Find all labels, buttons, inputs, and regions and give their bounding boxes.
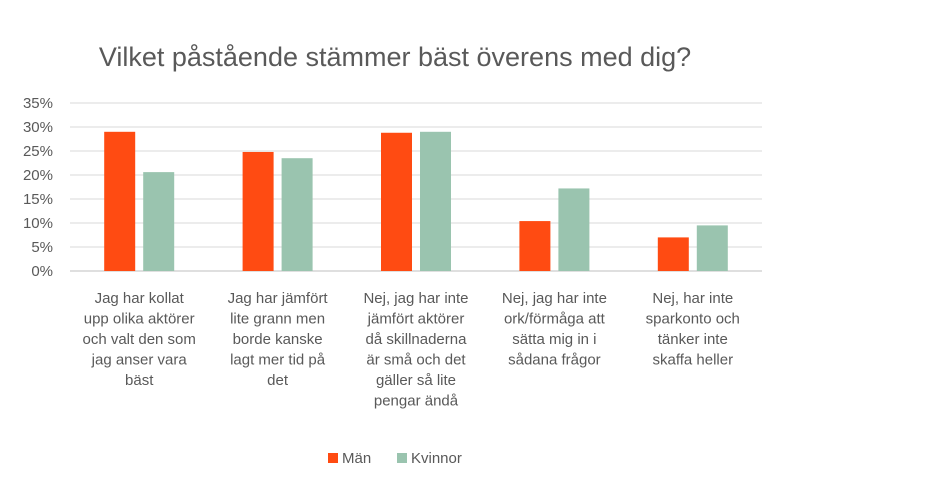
bar-kvinnor bbox=[143, 172, 175, 271]
y-tick-label: 35% bbox=[23, 95, 53, 112]
category-label-line: jämfört aktörer bbox=[367, 311, 465, 328]
bar-man bbox=[519, 221, 551, 271]
category-label-line: pengar ändå bbox=[374, 393, 459, 410]
bar-kvinnor bbox=[281, 158, 313, 271]
legend-swatch bbox=[328, 453, 338, 463]
category-label-line: jag anser vara bbox=[91, 352, 188, 369]
bar-kvinnor bbox=[420, 131, 451, 271]
bars bbox=[104, 131, 728, 271]
category-label-line: tänker inte bbox=[658, 331, 728, 348]
y-tick-label: 25% bbox=[23, 143, 53, 160]
category-label-line: Jag har kollat bbox=[95, 290, 185, 307]
bar-man bbox=[104, 131, 136, 271]
category-label-line: Nej, har inte bbox=[652, 290, 733, 307]
category-label-line: sparkonto och bbox=[646, 311, 740, 328]
category-label-line: och valt den som bbox=[82, 331, 195, 348]
bar-kvinnor bbox=[558, 188, 590, 271]
y-tick-label: 10% bbox=[23, 215, 53, 232]
legend: Män Kvinnor bbox=[328, 450, 462, 467]
bar-man bbox=[242, 151, 274, 271]
category-label-line: lagt mer tid på bbox=[230, 352, 326, 369]
category-label-line: sätta mig in i bbox=[512, 331, 596, 348]
y-tick-label: 20% bbox=[23, 167, 53, 184]
x-axis-categories: Jag har kollat upp olika aktörer och valt … bbox=[82, 290, 739, 410]
category-label: Nej, jag har inte ork/förmåga att sätta mi… bbox=[502, 290, 607, 369]
category-label-line: Nej, jag har inte bbox=[502, 290, 607, 307]
legend-swatch bbox=[397, 453, 407, 463]
category-label-line: skaffa heller bbox=[652, 352, 733, 369]
gridlines bbox=[70, 102, 762, 272]
category-label: Jag har jämfört lite grann men borde kansk… bbox=[228, 290, 329, 389]
bar-man bbox=[657, 237, 689, 271]
bar-man bbox=[381, 132, 412, 271]
category-label-line: lite grann men bbox=[230, 311, 325, 328]
category-label-line: sådana frågor bbox=[508, 352, 601, 369]
bar-kvinnor bbox=[696, 225, 728, 271]
category-label-line: är små och det bbox=[366, 352, 466, 369]
chart-title: Vilket påstående stämmer bäst överens me… bbox=[99, 42, 691, 72]
category-label-line: bäst bbox=[125, 372, 154, 389]
category-label: Nej, har inte sparkonto och tänker inte ska… bbox=[646, 290, 740, 369]
category-label: Nej, jag har inte jämfört aktörer då skill… bbox=[363, 290, 468, 410]
y-tick-label: 15% bbox=[23, 191, 53, 208]
legend-label: Män bbox=[342, 450, 371, 467]
category-label-line: borde kanske bbox=[233, 331, 323, 348]
category-label-line: då skillnaderna bbox=[366, 331, 468, 348]
category-label: Jag har kollat upp olika aktörer och valt … bbox=[82, 290, 195, 389]
y-tick-label: 30% bbox=[23, 119, 53, 136]
category-label-line: upp olika aktörer bbox=[84, 311, 195, 328]
category-label-line: ork/förmåga att bbox=[504, 311, 606, 328]
category-label-line: det bbox=[267, 372, 289, 389]
category-label-line: gäller så lite bbox=[376, 372, 456, 389]
legend-label: Kvinnor bbox=[411, 450, 462, 467]
y-tick-label: 5% bbox=[31, 239, 53, 256]
y-tick-label: 0% bbox=[31, 263, 53, 280]
category-label-line: Jag har jämfört bbox=[228, 290, 329, 307]
category-label-line: Nej, jag har inte bbox=[363, 290, 468, 307]
y-axis-ticks: 0% 5% 10% 15% 20% 25% 30% 35% bbox=[23, 95, 53, 280]
